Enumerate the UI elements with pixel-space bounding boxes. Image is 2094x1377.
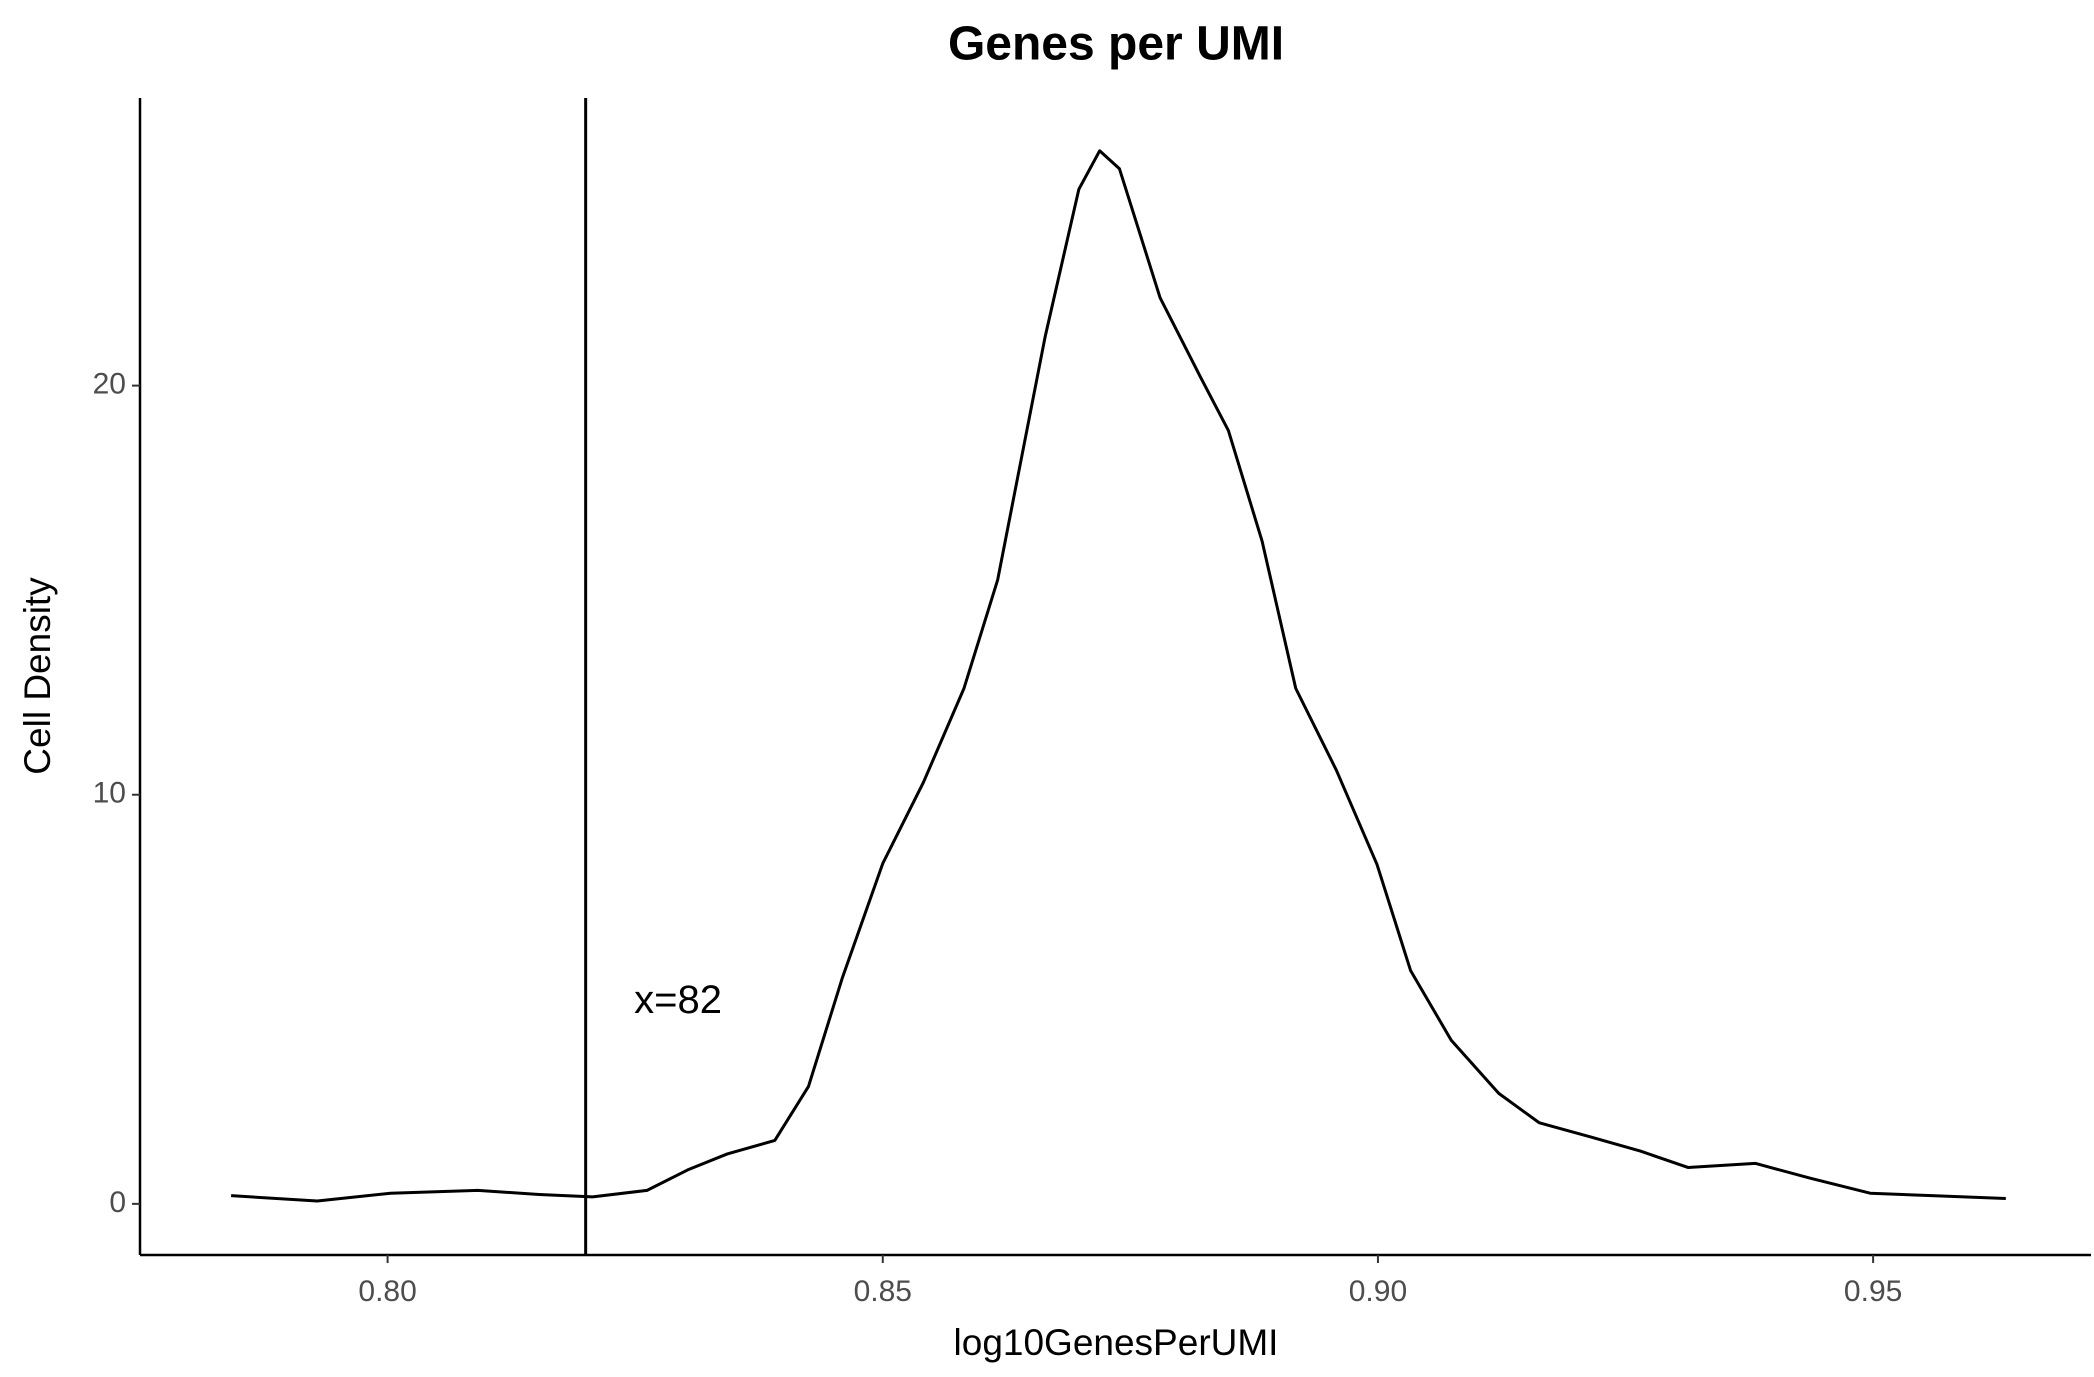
x-tick-label: 0.85 bbox=[854, 1275, 912, 1308]
density-line bbox=[231, 149, 2006, 1203]
y-tick-label: 20 bbox=[93, 368, 126, 401]
y-tick-label: 10 bbox=[93, 777, 126, 810]
y-axis-title: Cell Density bbox=[17, 577, 58, 775]
x-axis-title: log10GenesPerUMI bbox=[954, 1322, 1279, 1363]
x-tick-label: 0.90 bbox=[1349, 1275, 1407, 1308]
y-tick-label: 0 bbox=[109, 1186, 126, 1219]
annotation: x=82 bbox=[634, 978, 722, 1022]
x-tick-label: 0.80 bbox=[358, 1275, 416, 1308]
x-tick-label: 0.95 bbox=[1844, 1275, 1902, 1308]
chart-title: Genes per UMI bbox=[948, 18, 1284, 71]
